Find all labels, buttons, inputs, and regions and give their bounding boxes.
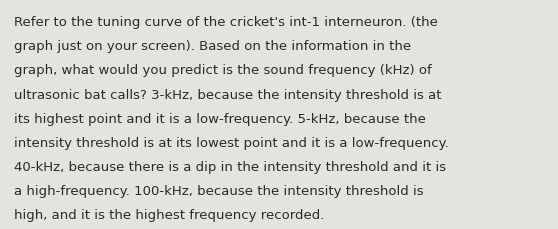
- Text: graph just on your screen). Based on the information in the: graph just on your screen). Based on the…: [14, 40, 411, 53]
- Text: 40-kHz, because there is a dip in the intensity threshold and it is: 40-kHz, because there is a dip in the in…: [14, 160, 446, 173]
- Text: high, and it is the highest frequency recorded.: high, and it is the highest frequency re…: [14, 208, 324, 221]
- Text: ultrasonic bat calls? 3-kHz, because the intensity threshold is at: ultrasonic bat calls? 3-kHz, because the…: [14, 88, 441, 101]
- Text: graph, what would you predict is the sound frequency (kHz) of: graph, what would you predict is the sou…: [14, 64, 432, 77]
- Text: intensity threshold is at its lowest point and it is a low-frequency.: intensity threshold is at its lowest poi…: [14, 136, 449, 149]
- Text: a high-frequency. 100-kHz, because the intensity threshold is: a high-frequency. 100-kHz, because the i…: [14, 184, 424, 197]
- Text: its highest point and it is a low-frequency. 5-kHz, because the: its highest point and it is a low-freque…: [14, 112, 426, 125]
- Text: Refer to the tuning curve of the cricket's int-1 interneuron. (the: Refer to the tuning curve of the cricket…: [14, 16, 438, 29]
